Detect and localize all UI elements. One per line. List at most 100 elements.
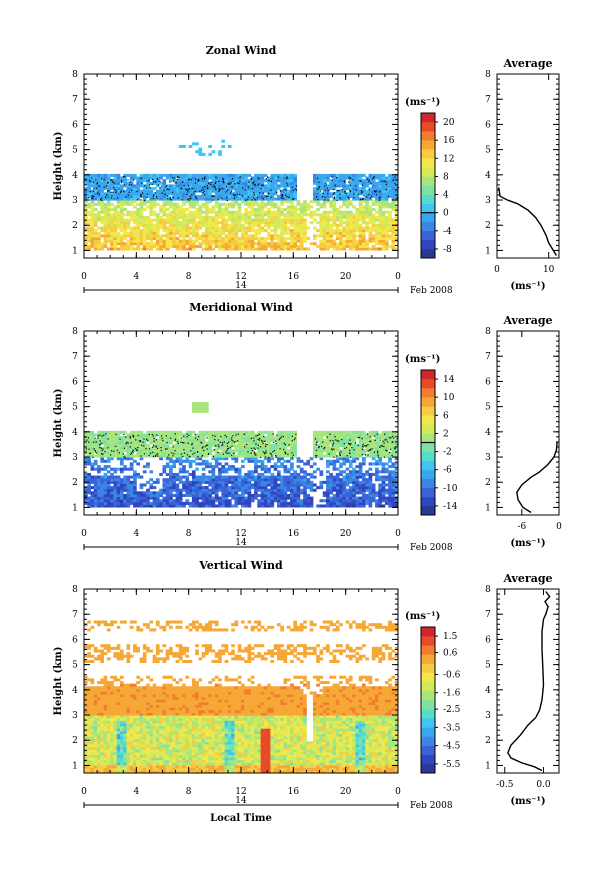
contour-dot <box>129 181 131 183</box>
heatmap-cell <box>348 433 353 437</box>
heatmap-cell <box>224 467 229 471</box>
heatmap-cell <box>250 472 255 476</box>
heatmap-cell <box>119 459 124 463</box>
heatmap-cell <box>227 226 232 230</box>
heatmap-cell <box>329 454 333 458</box>
contour-dot <box>338 190 340 192</box>
heatmap-cell <box>106 210 111 214</box>
heatmap-cell <box>126 488 131 492</box>
heatmap-cell <box>286 176 291 180</box>
heatmap-cell <box>254 467 258 471</box>
heatmap-cell <box>218 472 222 476</box>
heatmap-cell <box>224 483 229 487</box>
heatmap-cell <box>263 223 268 227</box>
heatmap-cell <box>312 200 317 204</box>
heatmap-cell <box>165 478 170 482</box>
heatmap-cell <box>126 244 131 248</box>
heatmap-cell <box>342 181 347 185</box>
heatmap-cell <box>129 244 134 248</box>
heatmap-cell <box>326 210 330 214</box>
heatmap-cell <box>97 218 101 222</box>
heatmap-cell <box>388 234 392 238</box>
heatmap-cell <box>244 239 248 243</box>
heatmap-cell <box>303 221 307 225</box>
heatmap-cell <box>316 444 320 448</box>
heatmap-cell <box>237 488 242 492</box>
heatmap-cell <box>188 454 193 458</box>
heatmap-cell <box>352 436 356 440</box>
contour-dot <box>334 184 336 186</box>
heatmap-cell <box>116 213 121 217</box>
heatmap-cell <box>97 247 101 251</box>
heatmap-cell <box>329 486 333 490</box>
heatmap-cell <box>152 433 157 437</box>
heatmap-cell <box>146 454 150 458</box>
heatmap-cell <box>185 218 190 222</box>
heatmap-cell <box>84 221 88 225</box>
heatmap-cell <box>162 210 167 214</box>
heatmap-cell <box>326 451 330 455</box>
heatmap-cell <box>224 478 229 482</box>
contour-dot <box>194 182 196 184</box>
heatmap-cell <box>224 441 229 445</box>
heatmap-cell <box>211 205 216 209</box>
heatmap-cell <box>100 244 105 248</box>
heatmap-cell <box>169 475 173 479</box>
heatmap-cell <box>355 446 360 450</box>
heatmap-cell <box>188 189 193 193</box>
heatmap-cell <box>149 181 154 185</box>
heatmap-cell <box>110 433 114 437</box>
heatmap-cell <box>362 244 366 248</box>
heatmap-cell <box>119 213 124 217</box>
heatmap-cell <box>224 496 229 500</box>
heatmap-cell <box>247 436 252 440</box>
heatmap-cell <box>142 236 147 240</box>
heatmap-cell <box>381 236 386 240</box>
heatmap-cell <box>260 184 265 188</box>
heatmap-cell <box>355 244 360 248</box>
heatmap-cell <box>110 430 114 434</box>
heatmap-cell <box>221 488 226 492</box>
contour-dot <box>317 199 319 201</box>
heatmap-cell <box>103 194 108 198</box>
heatmap-cell <box>178 446 183 450</box>
heatmap-cell <box>276 210 281 214</box>
heatmap-cell <box>149 478 154 482</box>
heatmap-cell <box>316 504 320 508</box>
heatmap-cell <box>205 499 209 503</box>
heatmap-cell <box>260 444 265 448</box>
contour-dot <box>228 182 230 184</box>
heatmap-cell <box>394 179 399 183</box>
heatmap-cell <box>87 462 91 466</box>
heatmap-cell <box>332 187 337 191</box>
heatmap-cell <box>280 465 284 469</box>
contour-dot <box>375 190 377 192</box>
heatmap-cell <box>211 189 216 193</box>
heatmap-cell <box>286 189 291 193</box>
heatmap-cell <box>119 223 124 227</box>
heatmap-cell <box>322 499 327 503</box>
heatmap-cell <box>296 486 301 490</box>
x-tick-label: 8 <box>186 272 192 282</box>
heatmap-cell <box>211 449 216 453</box>
heatmap-cell <box>90 449 95 453</box>
contour-dot <box>267 192 270 194</box>
heatmap-cell <box>368 231 373 235</box>
heatmap-cell <box>270 488 275 492</box>
heatmap-cell <box>234 496 239 500</box>
contour-dot <box>385 189 387 191</box>
heatmap-cell <box>191 430 196 434</box>
heatmap-cell <box>309 465 314 469</box>
heatmap-cell <box>276 173 281 177</box>
heatmap-cell <box>84 179 88 183</box>
heatmap-cell <box>106 457 111 461</box>
heatmap-cell <box>162 179 167 183</box>
heatmap-cell <box>276 478 281 482</box>
heatmap-cell <box>119 215 124 219</box>
heatmap-cell <box>129 488 134 492</box>
heatmap-cell <box>195 401 199 405</box>
heatmap-cell <box>178 194 183 198</box>
heatmap-cell <box>303 231 307 235</box>
heatmap-cell <box>234 459 239 463</box>
heatmap-cell <box>133 210 137 214</box>
